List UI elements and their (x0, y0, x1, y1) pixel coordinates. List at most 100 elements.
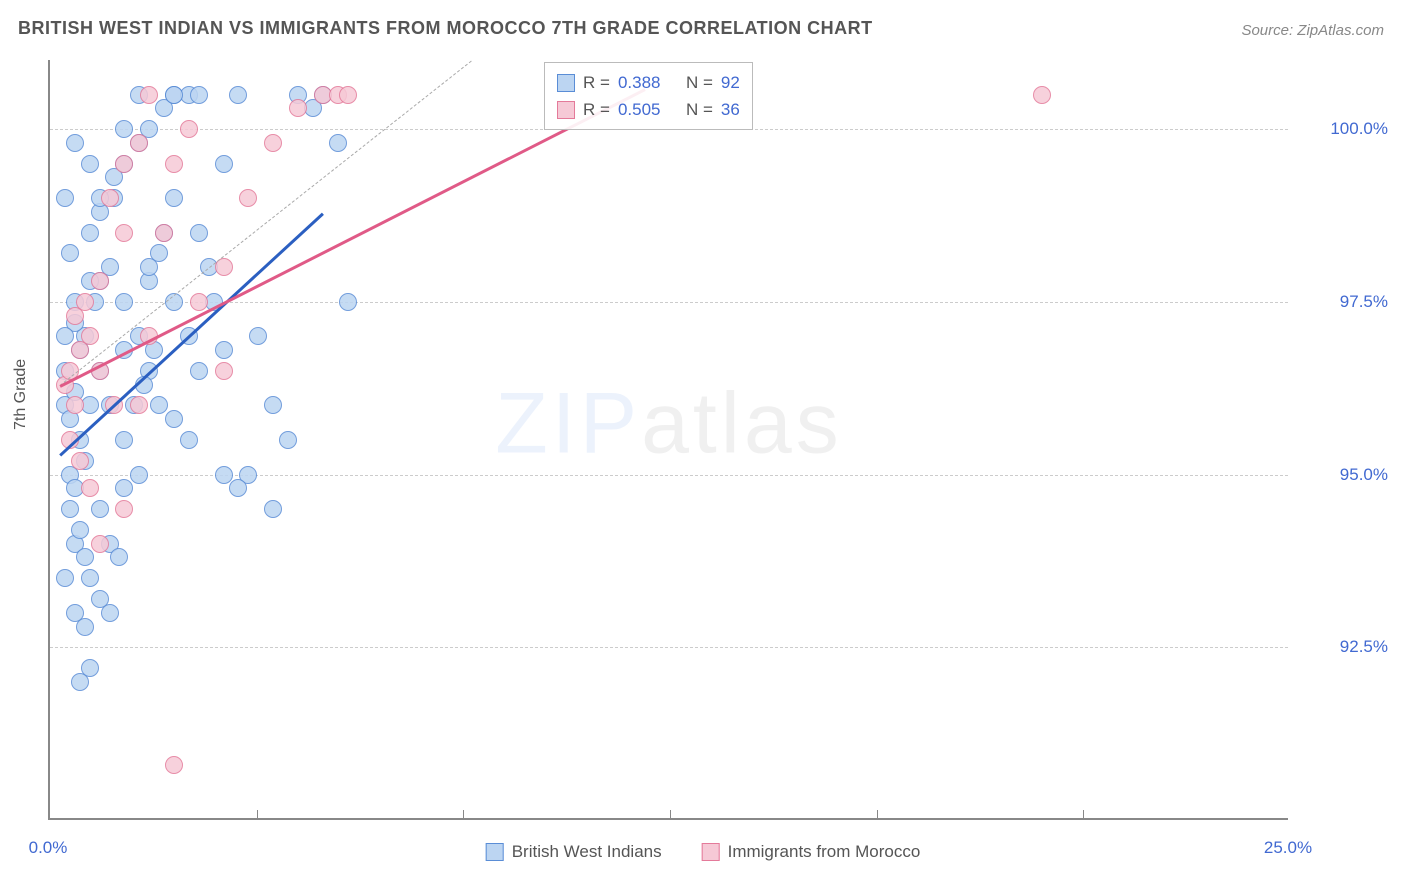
scatter-point-series-a (56, 189, 74, 207)
x-tick-mark (670, 810, 671, 820)
legend-item-series-b: Immigrants from Morocco (702, 842, 921, 862)
scatter-point-series-a (180, 431, 198, 449)
y-tick-label: 92.5% (1340, 637, 1388, 657)
scatter-point-series-a (264, 396, 282, 414)
x-tick-mark (877, 810, 878, 820)
y-axis-label: 7th Grade (12, 359, 30, 430)
x-tick-label: 0.0% (29, 838, 68, 858)
scatter-point-series-a (61, 244, 79, 262)
scatter-point-series-a (115, 120, 133, 138)
scatter-point-series-a (81, 659, 99, 677)
scatter-point-series-b (101, 189, 119, 207)
x-tick-mark (257, 810, 258, 820)
legend-label-b: Immigrants from Morocco (728, 842, 921, 862)
watermark-zip: ZIP (495, 375, 641, 471)
scatter-point-series-a (81, 224, 99, 242)
watermark-atlas: atlas (641, 375, 843, 471)
r-label: R = (583, 69, 610, 96)
source-credit: Source: ZipAtlas.com (1241, 22, 1384, 39)
scatter-point-series-b (289, 99, 307, 117)
scatter-point-series-a (91, 500, 109, 518)
gridline (50, 475, 1288, 476)
scatter-point-series-a (110, 548, 128, 566)
scatter-point-series-a (81, 155, 99, 173)
bottom-legend: British West Indians Immigrants from Mor… (486, 842, 921, 862)
r-value: 0.505 (618, 96, 661, 123)
scatter-point-series-b (130, 396, 148, 414)
scatter-point-series-a (150, 396, 168, 414)
scatter-point-series-a (190, 224, 208, 242)
scatter-point-series-a (329, 134, 347, 152)
n-label: N = (686, 69, 713, 96)
n-value: 36 (721, 96, 740, 123)
scatter-point-series-a (215, 155, 233, 173)
y-tick-label: 100.0% (1330, 119, 1388, 139)
watermark: ZIPatlas (495, 374, 842, 473)
scatter-point-series-b (1033, 86, 1051, 104)
legend-swatch-a (486, 843, 504, 861)
correlation-legend: R = 0.388 N = 92 R = 0.505 N = 36 (544, 62, 753, 130)
scatter-point-series-a (56, 569, 74, 587)
scatter-point-series-b (115, 224, 133, 242)
gridline (50, 302, 1288, 303)
scatter-point-series-a (130, 466, 148, 484)
scatter-point-series-a (61, 500, 79, 518)
scatter-point-series-b (140, 86, 158, 104)
n-label: N = (686, 96, 713, 123)
chart-title: BRITISH WEST INDIAN VS IMMIGRANTS FROM M… (18, 18, 873, 39)
scatter-point-series-b (66, 396, 84, 414)
trend-line-a (59, 212, 324, 456)
legend-label-a: British West Indians (512, 842, 662, 862)
scatter-point-series-b (76, 293, 94, 311)
scatter-point-series-a (115, 479, 133, 497)
scatter-point-series-a (229, 479, 247, 497)
n-value: 92 (721, 69, 740, 96)
y-tick-label: 97.5% (1340, 292, 1388, 312)
scatter-point-series-a (190, 86, 208, 104)
y-tick-label: 95.0% (1340, 465, 1388, 485)
scatter-point-series-b (115, 500, 133, 518)
legend-row: R = 0.505 N = 36 (557, 96, 740, 123)
scatter-point-series-a (190, 362, 208, 380)
r-value: 0.388 (618, 69, 661, 96)
scatter-point-series-a (165, 189, 183, 207)
scatter-point-series-a (76, 548, 94, 566)
scatter-point-series-b (91, 535, 109, 553)
scatter-point-series-b (115, 155, 133, 173)
scatter-point-series-b (239, 189, 257, 207)
x-tick-label: 25.0% (1264, 838, 1312, 858)
scatter-point-series-a (215, 466, 233, 484)
scatter-point-series-a (76, 618, 94, 636)
scatter-point-series-a (115, 293, 133, 311)
scatter-point-series-b (130, 134, 148, 152)
scatter-point-series-b (71, 452, 89, 470)
scatter-point-series-b (81, 479, 99, 497)
scatter-point-series-b (155, 224, 173, 242)
legend-swatch (557, 101, 575, 119)
chart-plot-area: ZIPatlas (48, 60, 1288, 820)
scatter-point-series-a (249, 327, 267, 345)
scatter-point-series-a (56, 327, 74, 345)
scatter-point-series-b (190, 293, 208, 311)
scatter-point-series-a (66, 134, 84, 152)
scatter-point-series-b (264, 134, 282, 152)
scatter-point-series-b (165, 756, 183, 774)
scatter-point-series-a (215, 341, 233, 359)
legend-swatch (557, 74, 575, 92)
scatter-point-series-b (81, 327, 99, 345)
legend-row: R = 0.388 N = 92 (557, 69, 740, 96)
scatter-point-series-a (140, 258, 158, 276)
scatter-point-series-a (165, 410, 183, 428)
x-tick-mark (1083, 810, 1084, 820)
scatter-point-series-a (115, 431, 133, 449)
scatter-point-series-a (101, 604, 119, 622)
scatter-point-series-a (81, 569, 99, 587)
scatter-point-series-a (279, 431, 297, 449)
scatter-point-series-a (229, 86, 247, 104)
scatter-point-series-b (339, 86, 357, 104)
r-label: R = (583, 96, 610, 123)
scatter-point-series-a (71, 521, 89, 539)
scatter-point-series-a (165, 86, 183, 104)
legend-item-series-a: British West Indians (486, 842, 662, 862)
scatter-point-series-b (165, 155, 183, 173)
